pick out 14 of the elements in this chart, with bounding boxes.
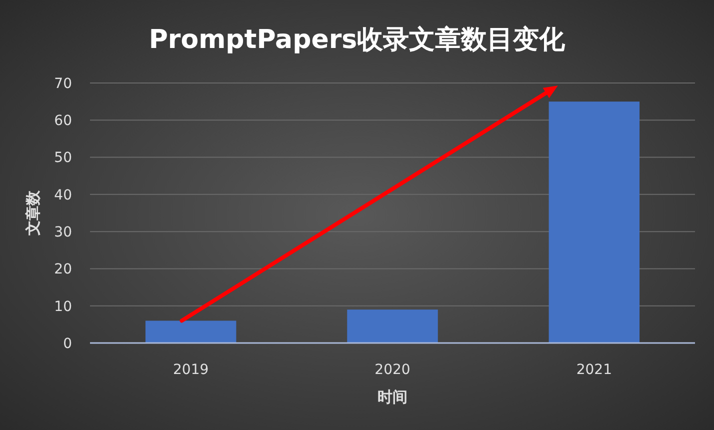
x-tick-label: 2021 [576,362,612,378]
x-axis-title: 时间 [378,388,408,406]
y-tick-label: 50 [54,150,72,166]
y-tick-label: 0 [63,336,72,352]
y-tick-label: 70 [54,76,72,92]
chart-title: PromptPapers收录文章数目变化 [148,25,566,55]
y-axis-title: 文章数 [24,190,42,236]
y-tick-label: 20 [54,262,72,278]
y-tick-label: 40 [54,187,72,204]
y-tick-label: 60 [54,113,72,130]
x-tick-label: 2020 [374,362,410,378]
y-tick-label: 30 [54,224,72,240]
y-tick-label: 10 [54,298,72,315]
x-tick-label: 2019 [173,362,209,378]
